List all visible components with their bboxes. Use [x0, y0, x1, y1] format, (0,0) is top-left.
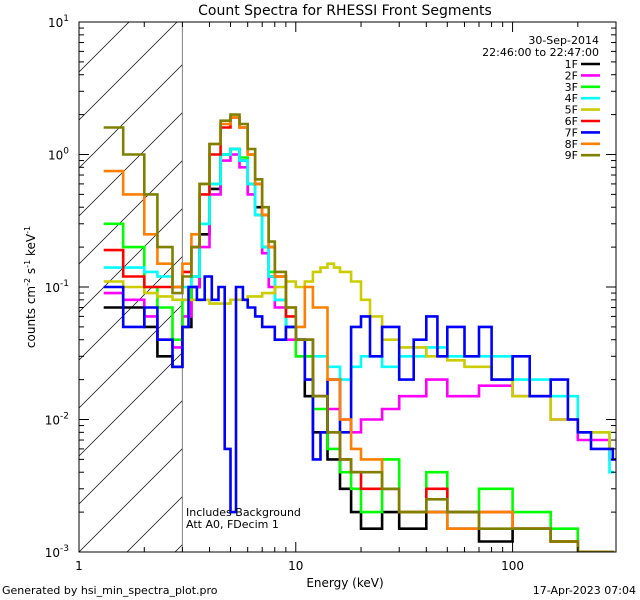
legend-label-3F: 3F: [565, 81, 578, 94]
legend-label-6F: 6F: [565, 115, 578, 128]
legend-label-4F: 4F: [565, 92, 578, 105]
series-line-2F: [103, 153, 615, 461]
legend-time-range: 22:46:00 to 22:47:00: [482, 46, 599, 59]
hatch-line: [79, 400, 183, 505]
series-line-7F: [103, 275, 616, 514]
annotation-attenuator: Att A0, FDecim 1: [186, 518, 279, 531]
legend-label-1F: 1F: [565, 58, 578, 71]
y-axis-label: counts cm-2 s-1 keV-1: [23, 226, 38, 348]
footer-timestamp: 17-Apr-2023 07:04: [533, 584, 636, 597]
legend-label-2F: 2F: [565, 69, 578, 82]
hatch-line: [79, 448, 183, 552]
x-axis-ticks: 1 10 100: [75, 22, 617, 573]
hatch-line: [79, 22, 178, 121]
x-tick-label: 100: [501, 559, 524, 573]
x-axis-label: Energy (keV): [306, 576, 383, 590]
legend-date: 30-Sep-2014: [528, 34, 599, 47]
series-group: [103, 113, 616, 552]
footer-generated-by: Generated by hsi_min_spectra_plot.pro: [2, 584, 218, 597]
series-line-8F: [103, 116, 615, 552]
x-tick-label: 1: [75, 559, 83, 573]
hatch-line: [79, 64, 183, 169]
legend-label-7F: 7F: [565, 126, 578, 139]
legend-label-5F: 5F: [565, 104, 578, 117]
legend-label-9F: 9F: [565, 149, 578, 162]
legend-label-8F: 8F: [565, 138, 578, 151]
x-tick-label: 10: [288, 559, 303, 573]
chart-title: Count Spectra for RHESSI Front Segments: [198, 3, 492, 19]
annotation-background: Includes Background: [186, 506, 301, 519]
series-line-9F: [103, 113, 615, 552]
